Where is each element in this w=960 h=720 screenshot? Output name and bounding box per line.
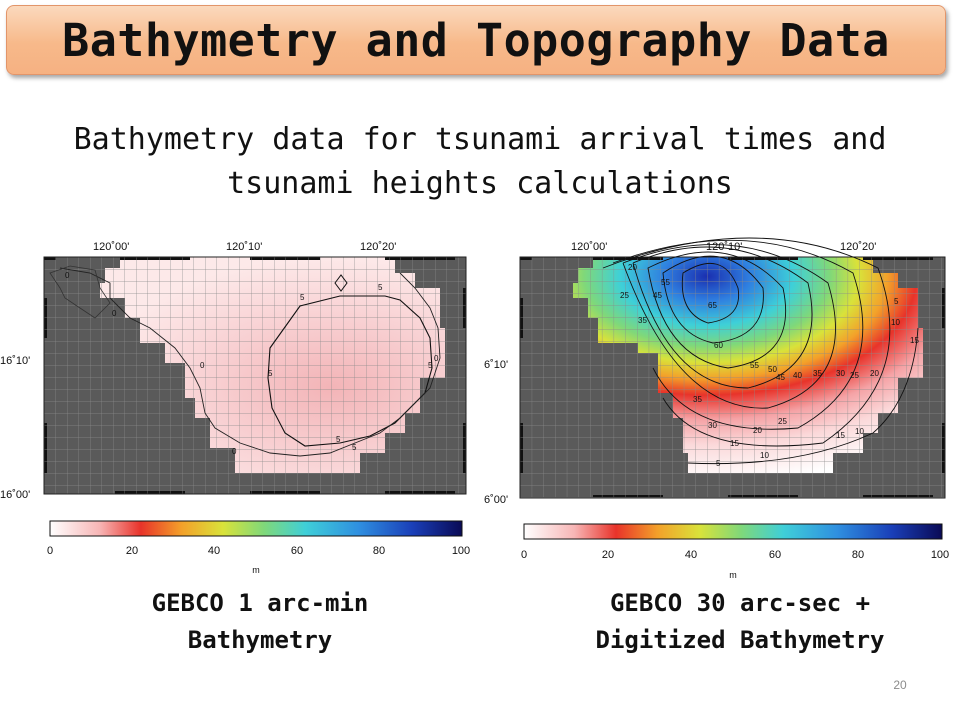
left-contour-label: 0 [434,354,439,363]
right-contour-label: 35 [638,316,647,325]
right-contour-label: 20 [753,426,762,435]
right-contour-label: 30 [836,369,845,378]
left-contour-label: 0 [112,309,117,318]
right-contour-label: 45 [653,291,662,300]
right-map-axis-labels: 120˚00' 120˚10' 120˚20' 6˚10' 6˚00' [484,241,876,506]
slide-title: Bathymetry and Topography Data [62,13,890,67]
right-contour-label: 5 [716,459,721,468]
right-contour-label: 10 [891,318,900,327]
right-contour-label: 35 [693,395,702,404]
left-contour-label: 0 [65,271,70,280]
right-contour-label: 50 [768,365,777,374]
right-map-frame [519,256,946,499]
right-map-caption: GEBCO 30 arc-sec + Digitized Bathymetry [520,585,960,659]
page-number: 20 [893,678,907,692]
left-colorbar-tick: 100 [452,545,470,557]
right-map-contour-labels: 20 25 35 45 55 65 60 55 50 45 40 35 30 2… [620,263,919,468]
left-contour-label: 5 [336,435,341,444]
right-contour-label: 55 [661,278,670,287]
left-lat-label: 16˚10' [0,355,30,367]
left-bathymetry-map: 0 5 0 5 5 0 5 0 5 0 5 120˚00' 120˚10' 12… [0,241,470,575]
left-colorbar-ticks: 0 20 40 60 80 100 m [47,545,470,575]
left-colorbar-tick: 0 [47,545,53,557]
right-contour-label: 45 [776,373,785,382]
right-map-contours [602,237,919,465]
right-colorbar-ticks: 0 20 40 60 80 100 m [521,549,949,580]
right-colorbar-tick: 100 [931,549,949,561]
left-colorbar-tick: 80 [373,545,385,557]
left-contour-label: 0 [232,447,237,456]
left-lon-label: 120˚10' [226,241,262,253]
right-colorbar-tick: 0 [521,549,527,561]
right-contour-label: 25 [850,371,859,380]
right-colorbar-tick: 60 [769,549,781,561]
right-contour-label: 10 [760,451,769,460]
right-contour-label: 25 [620,291,629,300]
right-caption-line-1: GEBCO 30 arc-sec + [609,589,871,617]
left-lon-label: 120˚00' [93,241,129,253]
left-contour-label: 5 [378,283,383,292]
right-contour-label: 20 [628,263,637,272]
left-contour-label: 5 [428,361,433,370]
subtitle: Bathymetry data for tsunami arrival time… [0,118,960,206]
left-map-diamond [334,274,348,292]
left-map-axis-labels: 120˚00' 120˚10' 120˚20' 16˚10' 16˚00' [0,241,396,501]
right-contour-label: 10 [855,427,864,436]
subtitle-line-2: tsunami heights calculations [227,166,733,201]
left-caption-line-2: Bathymetry [187,626,333,654]
right-colorbar-tick: 20 [602,549,614,561]
right-contour-label: 15 [836,431,845,440]
right-lon-label: 120˚00' [571,241,607,253]
left-colorbar-tick: 60 [291,545,303,557]
right-lon-label: 120˚10' [706,241,742,253]
left-contour-label: 0 [200,361,205,370]
subtitle-line-1: Bathymetry data for tsunami arrival time… [73,122,887,157]
left-map-contour-0b [49,265,111,319]
right-colorbar-tick: 40 [685,549,697,561]
right-lat-label: 6˚10' [484,359,508,371]
left-map-caption: GEBCO 1 arc-min Bathymetry [40,585,480,659]
right-contour-label: 65 [708,301,717,310]
right-contour-label: 40 [793,371,802,380]
right-contour-label: 35 [813,369,822,378]
right-contour-label: 5 [894,297,899,306]
left-colorbar [49,520,463,537]
left-map-contour-labels: 0 5 0 5 5 0 5 0 5 0 5 [65,271,439,456]
right-caption-line-2: Digitized Bathymetry [595,626,885,654]
left-map-contour-0 [59,267,441,457]
right-contour-label: 20 [870,369,879,378]
left-colorbar-tick: 40 [208,545,220,557]
right-colorbar-tick: 80 [852,549,864,561]
left-colorbar-unit: m [252,565,260,575]
left-contour-label: 5 [268,369,273,378]
right-colorbar [523,523,943,540]
right-colorbar-unit: m [729,570,737,580]
right-bathymetry-map: 20 25 35 45 55 65 60 55 50 45 40 35 30 2… [484,237,949,580]
left-lat-label: 16˚00' [0,489,30,501]
left-colorbar-tick: 20 [126,545,138,557]
left-caption-line-1: GEBCO 1 arc-min [151,589,369,617]
left-map-frame [43,256,467,495]
left-lon-label: 120˚20' [360,241,396,253]
right-contour-label: 15 [910,336,919,345]
left-contour-label: 5 [352,443,357,452]
right-contour-label: 55 [750,361,759,370]
right-lon-label: 120˚20' [840,241,876,253]
title-banner: Bathymetry and Topography Data [6,5,946,75]
left-contour-label: 5 [300,293,305,302]
right-lat-label: 6˚00' [484,494,508,506]
right-contour-label: 15 [730,439,739,448]
right-contour-label: 30 [708,421,717,430]
right-contour-label: 25 [778,417,787,426]
right-contour-label: 60 [714,341,723,350]
